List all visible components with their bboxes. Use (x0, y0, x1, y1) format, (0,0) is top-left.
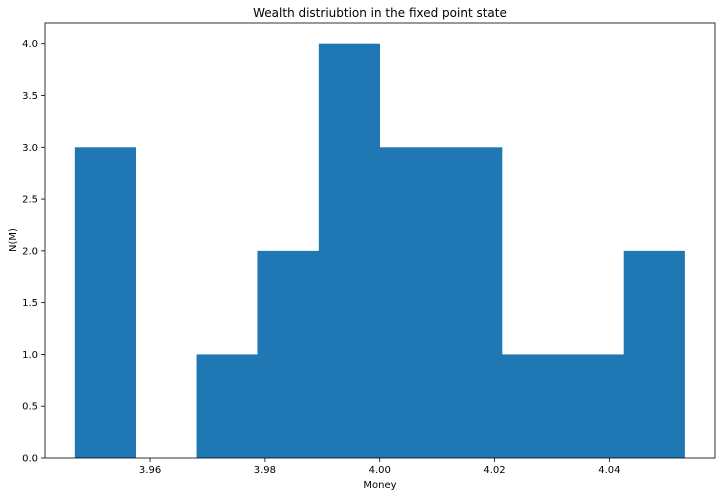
y-tick-label-2: 0.5 (22, 402, 38, 413)
x-tick-label-1: 3.96 (139, 465, 161, 476)
histogram-bar-9 (562, 354, 625, 458)
x-axis-label: Money (363, 480, 396, 491)
y-tick-label-9: 4.0 (22, 39, 38, 50)
x-tick-label-4: 4.02 (483, 465, 505, 476)
x-tick-label-3: 4.00 (369, 465, 391, 476)
y-tick-label-4: 1.5 (22, 298, 38, 309)
y-tick-label-5: 2.0 (22, 246, 38, 257)
chart-title: Wealth distriubtion in the fixed point s… (253, 6, 507, 20)
histogram-bar-5 (318, 43, 381, 459)
x-tick-label-5: 4.04 (598, 465, 620, 476)
bars-group (74, 43, 685, 459)
y-axis-label: N(M) (8, 228, 19, 252)
histogram-bar-3 (196, 354, 258, 458)
histogram-bar-10 (623, 250, 685, 458)
histogram-bar-7 (440, 147, 503, 459)
plot-frame (44, 22, 716, 459)
y-axis-ticks: 0.0 0.5 1.0 1.5 2.0 2.5 3.0 3.5 4.0 (22, 39, 45, 465)
y-tick-label-3: 1.0 (22, 350, 38, 361)
histogram-bar-6 (379, 147, 441, 459)
y-tick-label-7: 3.0 (22, 143, 38, 154)
y-tick-label-6: 2.5 (22, 195, 38, 206)
histogram-bar-1 (74, 147, 137, 459)
histogram-bar-8 (502, 354, 564, 458)
x-tick-label-2: 3.98 (254, 465, 276, 476)
x-axis-ticks: 3.96 3.98 4.00 4.02 4.04 (139, 458, 620, 476)
histogram-bar-4 (257, 250, 320, 458)
y-tick-label-1: 0.0 (22, 454, 38, 465)
y-tick-label-8: 3.5 (22, 91, 38, 102)
